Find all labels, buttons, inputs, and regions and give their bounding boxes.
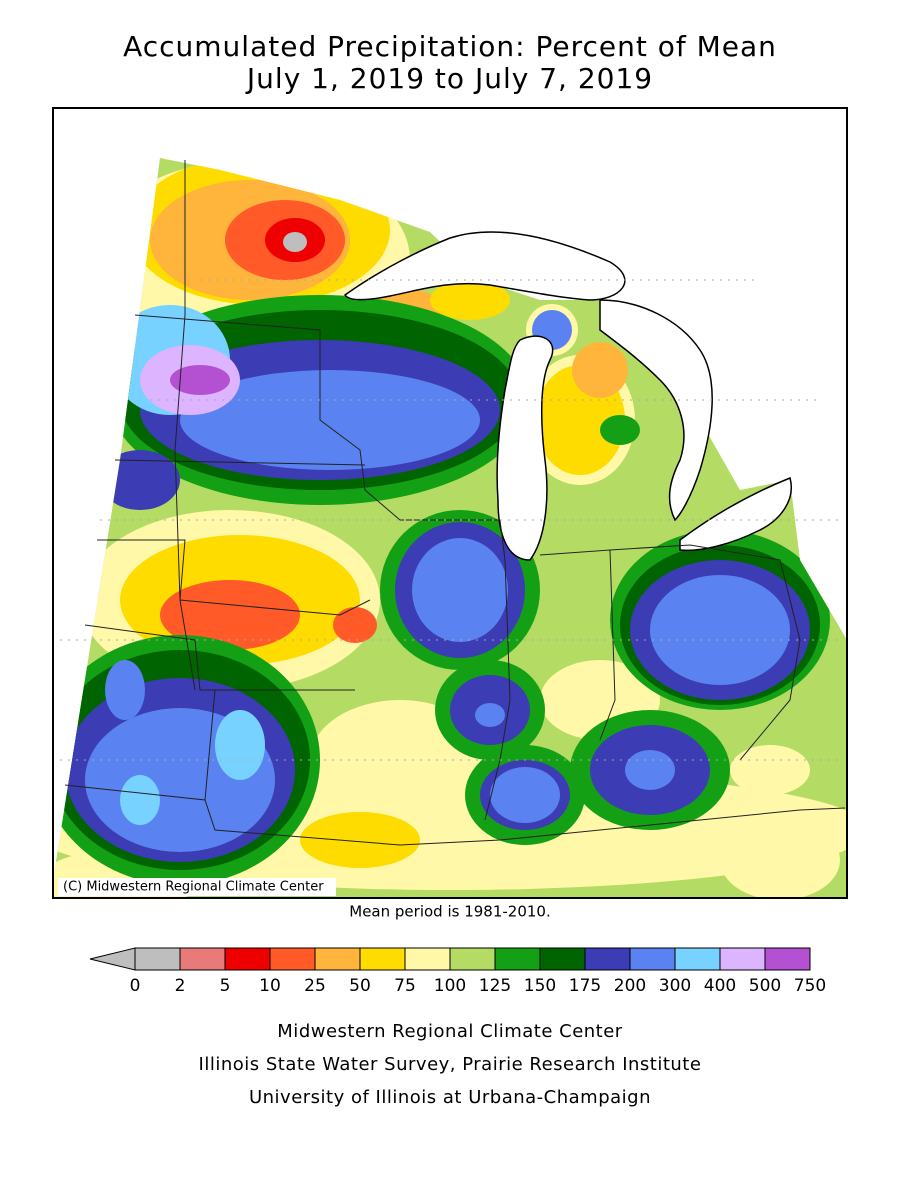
title-line: July 1, 2019 to July 7, 2019 — [245, 62, 653, 95]
precip-region — [625, 750, 675, 790]
legend-swatch — [134, 947, 181, 971]
legend-swatch — [629, 947, 676, 971]
lakes — [343, 231, 792, 561]
precip-region — [105, 660, 145, 720]
legend-swatch — [404, 947, 451, 971]
legend-label: 125 — [479, 976, 511, 996]
legend-swatch — [494, 947, 541, 971]
legend-swatch — [539, 947, 586, 971]
precip-region — [180, 370, 480, 470]
legend-label: 25 — [304, 976, 326, 996]
precip-region — [120, 775, 160, 825]
precip-region — [572, 342, 628, 398]
footer-line: Midwestern Regional Climate Center — [277, 1021, 623, 1042]
legend-swatch — [359, 947, 406, 971]
legend-label: 400 — [704, 976, 736, 996]
legend-swatch — [764, 947, 811, 971]
legend-label: 5 — [220, 976, 231, 996]
precip-region — [100, 450, 180, 510]
precip-region — [475, 703, 505, 727]
legend: 0 2 5 10 25 50 75 100 125 150 175 200 300 400 500 750 — [89, 947, 826, 996]
legend-swatch — [719, 947, 766, 971]
legend-label: 50 — [349, 976, 371, 996]
precip-region — [215, 710, 265, 780]
map-credit: (C) Midwestern Regional Climate Center — [63, 880, 324, 895]
precip-region — [333, 607, 377, 643]
legend-label: 500 — [749, 976, 781, 996]
legend-swatch — [674, 947, 721, 971]
precip-region — [412, 538, 508, 642]
mean-note: Mean period is 1981-2010. — [349, 903, 550, 921]
legend-label: 0 — [130, 976, 141, 996]
map-frame — [52, 107, 848, 899]
precip-region — [160, 580, 300, 650]
legend-label: 750 — [794, 976, 826, 996]
precip-region — [490, 767, 560, 823]
boundaries — [60, 160, 846, 846]
precip-region — [730, 745, 810, 795]
legend-swatch — [314, 947, 361, 971]
precip-region — [650, 575, 790, 685]
legend-below-arrow — [89, 947, 136, 971]
title-line: Accumulated Precipitation: Percent of Me… — [123, 30, 777, 63]
footer-line: University of Illinois at Urbana-Champai… — [249, 1087, 651, 1108]
legend-swatch — [269, 947, 316, 971]
legend-label: 175 — [569, 976, 601, 996]
legend-label: 10 — [259, 976, 281, 996]
legend-swatch — [584, 947, 631, 971]
legend-swatch — [179, 947, 226, 971]
legend-label: 150 — [524, 976, 556, 996]
precip-region — [283, 232, 307, 252]
precip-region — [170, 365, 230, 395]
legend-label: 75 — [394, 976, 416, 996]
legend-swatch — [449, 947, 496, 971]
precip-region — [430, 280, 510, 320]
legend-label: 100 — [434, 976, 466, 996]
precip-region — [720, 820, 840, 898]
precip-region — [300, 812, 420, 868]
precip-region — [600, 415, 640, 445]
legend-label: 2 — [175, 976, 186, 996]
legend-swatch — [224, 947, 271, 971]
legend-label: 300 — [659, 976, 691, 996]
legend-label: 200 — [614, 976, 646, 996]
credit-box — [58, 878, 336, 896]
footer-line: Illinois State Water Survey, Prairie Res… — [199, 1054, 702, 1075]
